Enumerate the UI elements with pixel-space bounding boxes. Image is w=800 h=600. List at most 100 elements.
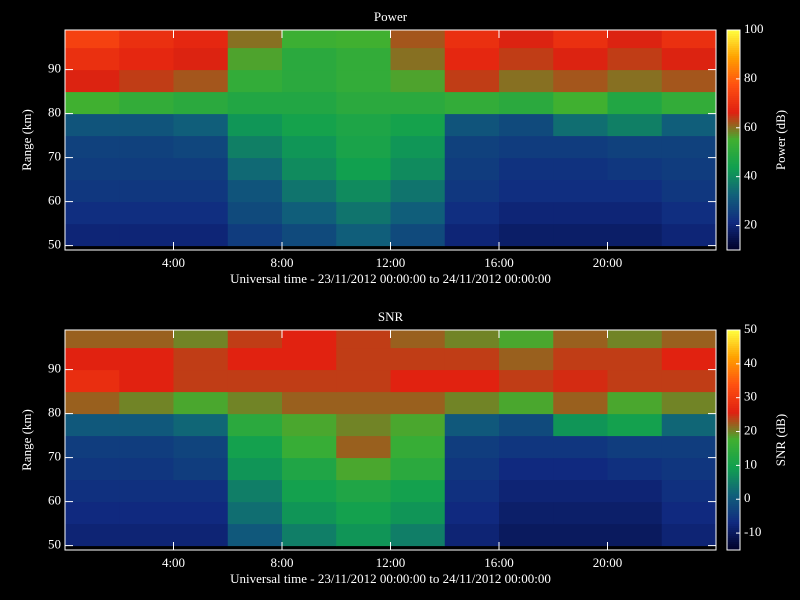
colorbar-band <box>727 118 740 121</box>
colorbar-band <box>727 484 740 487</box>
colorbar-band <box>727 334 740 337</box>
colorbar-band <box>727 426 740 429</box>
heatmap-cell <box>336 330 391 349</box>
y-tick-label: 60 <box>48 493 61 508</box>
heatmap-cell <box>336 47 391 71</box>
colorbar-band <box>727 64 740 67</box>
heatmap-cell <box>65 135 120 159</box>
colorbar-band <box>727 438 740 441</box>
heatmap-cell <box>390 369 446 393</box>
heatmap-cell <box>119 91 174 115</box>
heatmap-cell <box>607 30 663 49</box>
colorbar-band <box>727 442 740 445</box>
heatmap-cell <box>661 330 717 349</box>
colorbar-band <box>727 100 740 103</box>
colorbar-band <box>727 504 740 507</box>
colorbar-band <box>727 206 740 209</box>
heatmap-cell <box>661 523 717 547</box>
colorbar-band <box>727 342 740 345</box>
colorbar-band <box>727 356 740 359</box>
heatmap-cell <box>119 369 174 393</box>
heatmap-cell <box>607 391 663 415</box>
heatmap-cell <box>607 179 663 203</box>
colorbar-band <box>727 390 740 393</box>
colorbar-band <box>727 548 740 551</box>
heatmap-cell <box>119 501 174 525</box>
colorbar-band <box>727 444 740 447</box>
colorbar-band <box>727 80 740 83</box>
colorbar-band <box>727 398 740 401</box>
colorbar-band <box>727 244 740 247</box>
colorbar-band <box>727 452 740 455</box>
colorbar-band <box>727 192 740 195</box>
colorbar-band <box>727 492 740 495</box>
heatmap-cell <box>444 523 500 547</box>
colorbar-band <box>727 532 740 535</box>
colorbar-band <box>727 210 740 213</box>
colorbar-band <box>727 40 740 43</box>
colorbar-band <box>727 236 740 239</box>
heatmap-cell <box>499 69 554 93</box>
heatmap-cell <box>390 413 446 437</box>
heatmap-cell <box>119 347 174 371</box>
heatmap-cell <box>553 69 608 93</box>
x-tick-label: 12:00 <box>376 255 406 270</box>
heatmap-cell <box>119 69 174 93</box>
colorbar-band <box>727 520 740 523</box>
colorbar-band <box>727 164 740 167</box>
heatmap-cell <box>390 391 446 415</box>
heatmap-cell <box>65 113 120 137</box>
colorbar-band <box>727 382 740 385</box>
heatmap-cell <box>336 179 391 203</box>
heatmap-cell <box>444 201 500 225</box>
colorbar-band <box>727 388 740 391</box>
colorbar-tick-label: 20 <box>744 217 757 232</box>
colorbar-band <box>727 424 740 427</box>
heatmap-cell <box>227 47 283 71</box>
heatmap-cell <box>173 179 229 203</box>
colorbar-band <box>727 74 740 77</box>
heatmap-cell <box>336 479 391 503</box>
panel-title: SNR <box>378 309 404 324</box>
colorbar-band <box>727 474 740 477</box>
colorbar-band <box>727 134 740 137</box>
heatmap-cell <box>661 157 717 181</box>
heatmap-cell <box>499 201 554 225</box>
colorbar-band <box>727 98 740 101</box>
heatmap-cell <box>227 457 283 481</box>
heatmap-cell <box>282 523 337 547</box>
colorbar-band <box>727 166 740 169</box>
heatmap-cell <box>661 201 717 225</box>
colorbar-band <box>727 432 740 435</box>
colorbar-band <box>727 116 740 119</box>
heatmap-cell <box>661 435 717 459</box>
heatmap-cell <box>65 435 120 459</box>
heatmap-cell <box>661 457 717 481</box>
heatmap-cell <box>65 91 120 115</box>
heatmap-cell <box>227 69 283 93</box>
heatmap-cell <box>661 135 717 159</box>
colorbar-band <box>727 240 740 243</box>
heatmap-cell <box>227 347 283 371</box>
heatmap-cell <box>282 179 337 203</box>
colorbar-band <box>727 340 740 343</box>
heatmap-cell <box>390 330 446 349</box>
colorbar-band <box>727 44 740 47</box>
colorbar-band <box>727 512 740 515</box>
colorbar-band <box>727 436 740 439</box>
colorbar-band <box>727 362 740 365</box>
colorbar-band <box>727 384 740 387</box>
colorbar-tick-label: 80 <box>744 70 757 85</box>
colorbar-band <box>727 218 740 221</box>
colorbar-band <box>727 410 740 413</box>
colorbar-band <box>727 498 740 501</box>
heatmap-cell <box>65 479 120 503</box>
heatmap-cell <box>282 69 337 93</box>
colorbar-band <box>727 364 740 367</box>
heatmap-cell <box>607 47 663 71</box>
heatmap-cell <box>661 347 717 371</box>
colorbar-band <box>727 70 740 73</box>
heatmap-cell <box>119 523 174 547</box>
heatmap-cell <box>282 413 337 437</box>
heatmap-cell <box>499 369 554 393</box>
